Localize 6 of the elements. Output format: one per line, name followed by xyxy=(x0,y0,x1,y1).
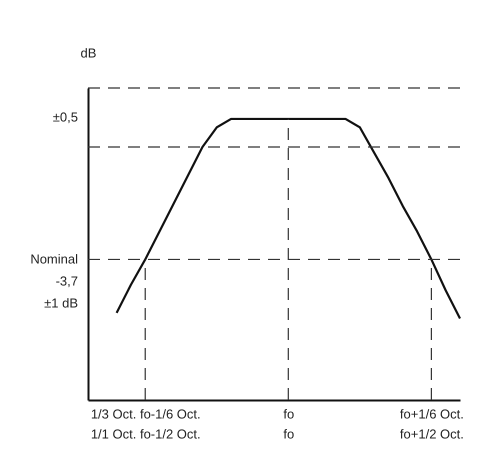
x-tick-label: 1/3 Oct. fo-1/6 Oct. 1/1 Oct. fo-1/2 Oct. xyxy=(90,406,201,442)
y-axis-title: dB xyxy=(80,46,96,60)
x-tick-label: fo+1/6 Oct. fo+1/2 Oct. xyxy=(400,406,464,442)
x-tick-label: fo fo xyxy=(283,406,294,442)
text: ±0,5 xyxy=(52,110,78,125)
ref-line-label: Nominal -3,7 ±1 dB xyxy=(30,251,78,310)
